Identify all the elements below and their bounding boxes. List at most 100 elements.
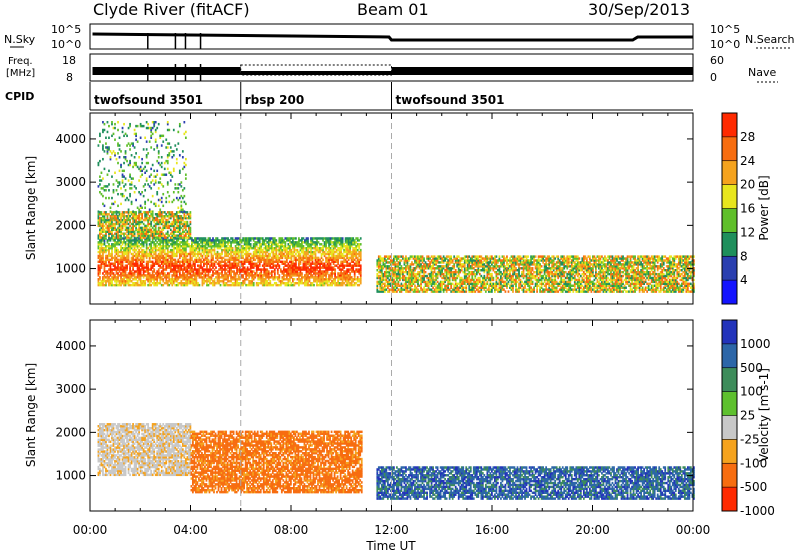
heatmap-cell	[102, 243, 104, 246]
heatmap-cell	[141, 250, 144, 254]
heatmap-cell	[266, 258, 269, 262]
heatmap-cell	[138, 272, 140, 275]
heatmap-cell	[331, 258, 333, 262]
heatmap-cell	[157, 155, 160, 159]
heatmap-cell	[168, 283, 171, 287]
heatmap-cell	[325, 280, 327, 283]
heatmap-cell	[427, 263, 430, 266]
heatmap-cell	[258, 248, 261, 252]
heatmap-cell	[305, 276, 308, 279]
freq-band-3	[391, 67, 693, 75]
heatmap-cell	[270, 245, 273, 248]
heatmap-cell	[115, 278, 118, 281]
heatmap-cell	[338, 268, 341, 271]
heatmap-cell	[319, 278, 321, 281]
heatmap-cell	[213, 283, 216, 287]
heatmap-cell	[263, 239, 266, 242]
heatmap-cell	[320, 280, 323, 283]
heatmap-cell	[115, 258, 118, 262]
heatmap-cell	[118, 214, 121, 218]
heatmap-cell	[213, 278, 216, 281]
heatmap-cell	[322, 239, 324, 242]
heatmap-cell	[243, 278, 246, 281]
heatmap-cell	[187, 258, 190, 262]
heatmap-cell	[142, 266, 145, 269]
heatmap-cell	[180, 232, 183, 235]
heatmap-cell	[248, 241, 251, 244]
heatmap-cell	[245, 237, 248, 240]
heatmap-cell	[120, 266, 122, 269]
heatmap-cell	[153, 264, 156, 267]
heatmap-cell	[103, 122, 106, 126]
heatmap-cell	[237, 262, 240, 265]
heatmap-cell	[216, 252, 219, 256]
heatmap-cell	[252, 283, 255, 287]
heatmap-cell	[108, 283, 110, 287]
heatmap-cell	[301, 272, 303, 275]
heatmap-cell	[272, 241, 275, 244]
heatmap-cell	[102, 280, 104, 283]
heatmap-cell	[206, 260, 208, 264]
heatmap-cell	[200, 246, 202, 250]
heatmap-cell	[165, 274, 168, 277]
heatmap-cell	[293, 281, 296, 285]
heatmap-cell	[284, 246, 287, 250]
heatmap-cell	[142, 228, 145, 232]
heatmap-cell	[299, 252, 302, 256]
heatmap-cell	[287, 280, 290, 283]
heatmap-cell	[99, 264, 101, 267]
heatmap-cell	[154, 248, 157, 252]
heatmap-cell	[169, 150, 172, 153]
heatmap-cell	[269, 246, 272, 250]
heatmap-cell	[429, 261, 431, 264]
heatmap-cell	[237, 248, 240, 252]
heatmap-cell	[206, 274, 208, 277]
heatmap-cell	[230, 237, 232, 240]
heatmap-cell	[399, 259, 401, 262]
heatmap-cell	[316, 243, 318, 246]
heatmap-cell	[106, 264, 109, 267]
heatmap-cell	[213, 245, 216, 248]
heatmap-cell	[160, 248, 163, 252]
heatmap-cell	[282, 248, 285, 252]
heatmap-cell	[153, 241, 156, 244]
heatmap-cell	[142, 148, 145, 151]
heatmap-cell	[117, 222, 119, 226]
heatmap-cell	[100, 171, 103, 174]
heatmap-cell	[129, 276, 131, 279]
heatmap-cell	[108, 278, 110, 281]
heatmap-cell	[216, 262, 219, 265]
heatmap-cell	[243, 268, 246, 271]
heatmap-cell	[212, 272, 214, 275]
heatmap-cell	[334, 258, 336, 262]
heatmap-cell	[279, 252, 282, 256]
heatmap-cell	[305, 272, 308, 275]
heatmap-cell	[163, 234, 166, 237]
heatmap-cell	[258, 239, 261, 242]
heatmap-cell	[242, 254, 245, 258]
heatmap-cell	[356, 239, 359, 242]
heatmap-cell	[293, 274, 296, 277]
heatmap-cell	[206, 266, 208, 269]
heatmap-cell	[192, 252, 195, 256]
heatmap-cell	[153, 268, 156, 271]
heatmap-cell	[126, 222, 128, 226]
heatmap-cell	[138, 270, 140, 273]
heatmap-cell	[97, 241, 100, 244]
heatmap-cell	[295, 274, 297, 277]
heatmap-cell	[97, 216, 100, 220]
heatmap-cell	[204, 274, 207, 277]
heatmap-cell	[157, 260, 160, 264]
heatmap-cell	[337, 274, 339, 277]
heatmap-cell	[111, 236, 113, 239]
heatmap-cell	[308, 264, 311, 267]
heatmap-cell	[222, 241, 225, 244]
heatmap-cell	[400, 265, 403, 268]
heatmap-cell	[181, 222, 184, 226]
heatmap-cell	[292, 270, 294, 273]
heatmap-cell	[269, 264, 272, 267]
heatmap-cell	[386, 290, 389, 293]
heatmap-cell	[276, 278, 279, 281]
heatmap-cell	[308, 246, 311, 250]
heatmap-cell	[192, 245, 195, 248]
